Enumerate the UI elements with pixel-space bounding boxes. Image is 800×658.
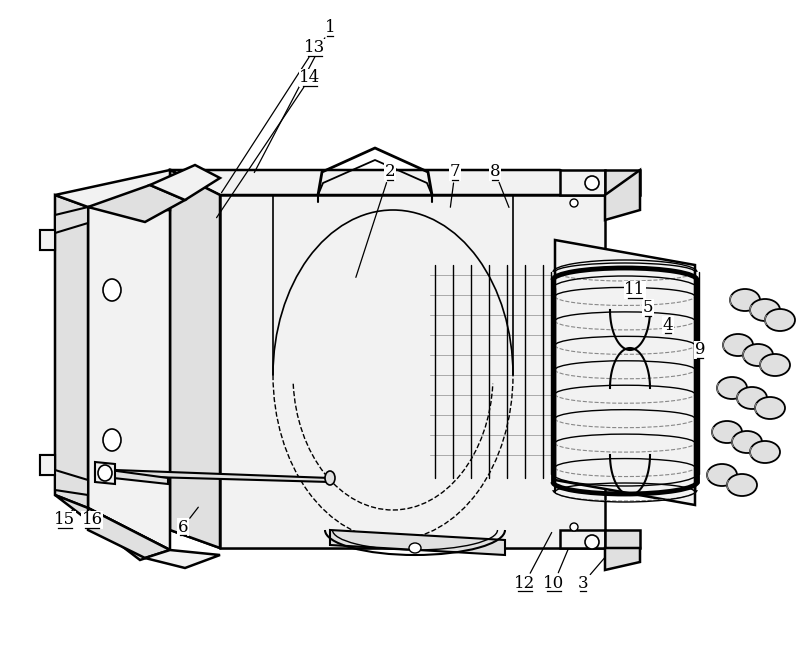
Ellipse shape <box>730 289 760 311</box>
Ellipse shape <box>717 377 747 399</box>
Polygon shape <box>145 550 220 568</box>
Ellipse shape <box>755 397 785 419</box>
Polygon shape <box>115 470 330 482</box>
Polygon shape <box>170 530 605 548</box>
Polygon shape <box>605 548 640 570</box>
Text: 14: 14 <box>299 70 321 86</box>
Text: 2: 2 <box>385 163 395 180</box>
Text: 15: 15 <box>54 511 75 528</box>
Ellipse shape <box>570 523 578 531</box>
Polygon shape <box>605 170 640 220</box>
Text: 9: 9 <box>694 342 706 359</box>
Text: 16: 16 <box>82 511 102 528</box>
Polygon shape <box>95 468 168 484</box>
Ellipse shape <box>98 465 112 481</box>
Polygon shape <box>88 207 170 550</box>
Ellipse shape <box>585 176 599 190</box>
Polygon shape <box>40 230 55 250</box>
Polygon shape <box>170 170 220 548</box>
Polygon shape <box>88 185 185 222</box>
Polygon shape <box>605 530 640 548</box>
Ellipse shape <box>765 309 795 331</box>
Text: 10: 10 <box>543 574 565 592</box>
Ellipse shape <box>750 299 780 321</box>
Text: 3: 3 <box>578 574 588 592</box>
Ellipse shape <box>727 474 757 496</box>
Polygon shape <box>55 495 170 560</box>
Polygon shape <box>55 170 170 210</box>
Polygon shape <box>220 195 605 548</box>
Ellipse shape <box>760 354 790 376</box>
Text: 12: 12 <box>514 574 536 592</box>
Ellipse shape <box>737 387 767 409</box>
Polygon shape <box>715 288 795 488</box>
Polygon shape <box>95 462 115 484</box>
Text: 4: 4 <box>662 316 674 334</box>
Ellipse shape <box>723 334 753 356</box>
Polygon shape <box>88 508 170 558</box>
Polygon shape <box>40 455 55 475</box>
Ellipse shape <box>707 464 737 486</box>
Polygon shape <box>560 170 605 195</box>
Polygon shape <box>150 165 220 200</box>
Text: 5: 5 <box>642 299 654 316</box>
Text: 1: 1 <box>325 20 335 36</box>
Ellipse shape <box>585 535 599 549</box>
Text: 6: 6 <box>178 519 188 536</box>
Polygon shape <box>555 240 695 505</box>
Ellipse shape <box>570 199 578 207</box>
Polygon shape <box>170 170 605 195</box>
Polygon shape <box>40 207 88 250</box>
Ellipse shape <box>732 431 762 453</box>
Polygon shape <box>330 530 505 555</box>
Text: 11: 11 <box>624 282 646 299</box>
Polygon shape <box>605 170 640 195</box>
Ellipse shape <box>103 279 121 301</box>
Ellipse shape <box>743 344 773 366</box>
Text: 7: 7 <box>450 163 460 180</box>
Ellipse shape <box>325 471 335 485</box>
Ellipse shape <box>712 421 742 443</box>
Text: 8: 8 <box>490 163 500 180</box>
Ellipse shape <box>409 543 421 553</box>
Ellipse shape <box>103 429 121 451</box>
Polygon shape <box>40 455 88 495</box>
Ellipse shape <box>750 441 780 463</box>
Polygon shape <box>560 530 605 548</box>
Text: 13: 13 <box>304 39 326 57</box>
Polygon shape <box>55 195 88 508</box>
